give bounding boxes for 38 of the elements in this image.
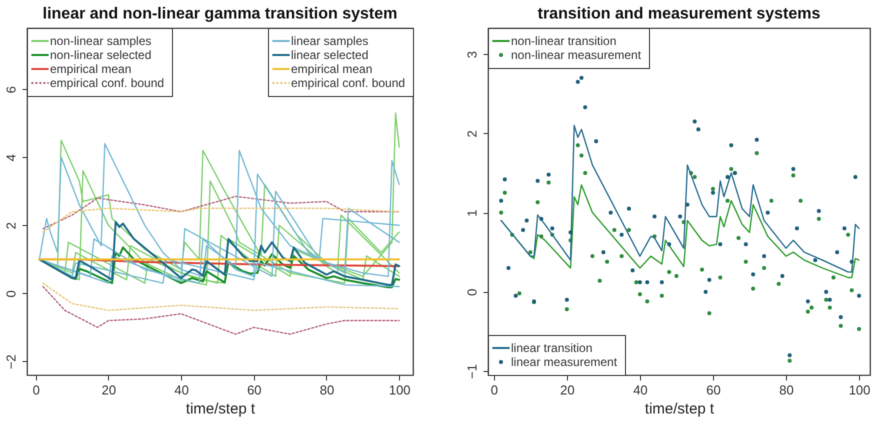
y-tick-label: 0 [464, 288, 480, 296]
y-tick-label: −2 [4, 354, 18, 370]
legend-label: linear transition [511, 341, 592, 355]
chart-title: linear and non-linear gamma transition system [42, 6, 398, 22]
legend-label: linear measurement [511, 355, 618, 369]
x-tick-label: 40 [174, 382, 189, 398]
x-tick-label: 60 [247, 382, 262, 398]
y-tick-label: −1 [464, 364, 480, 379]
y-tick-label: 6 [4, 86, 18, 94]
y-tick-label: 0 [4, 290, 18, 298]
y-tick-label: 1 [464, 209, 480, 217]
x-tick-label: 20 [102, 382, 116, 398]
legend-label: linear samples [291, 34, 368, 48]
legend-label: empirical conf. bound [50, 76, 164, 90]
x-tick-label: 100 [848, 382, 870, 398]
y-tick-label: 4 [4, 154, 18, 162]
legend-label: non-linear samples [50, 34, 152, 48]
legend-label: non-linear transition [511, 34, 616, 48]
x-axis-title: time/step t [186, 400, 256, 418]
legend-label: empirical mean [291, 62, 372, 76]
x-tick-label: 0 [490, 382, 498, 398]
y-tick-label: 3 [464, 51, 480, 58]
y-tick-label: 2 [4, 222, 18, 230]
legend-label: empirical conf. bound [291, 76, 406, 90]
legend-label: non-linear selected [50, 48, 152, 62]
x-tick-label: 100 [388, 382, 411, 398]
x-tick-label: 20 [560, 382, 575, 398]
x-tick-label: 40 [633, 382, 648, 398]
x-axis-title: time/step t [644, 400, 715, 418]
legend-label: empirical mean [50, 62, 132, 76]
x-tick-label: 60 [706, 382, 721, 398]
legend-label: non-linear measurement [511, 48, 642, 62]
chart-title: transition and measurement systems [538, 6, 820, 22]
x-tick-label: 80 [779, 382, 794, 398]
x-tick-label: 0 [32, 382, 40, 398]
legend-label: linear selected [291, 48, 368, 62]
y-tick-label: 2 [464, 130, 480, 138]
x-tick-label: 80 [320, 382, 334, 398]
